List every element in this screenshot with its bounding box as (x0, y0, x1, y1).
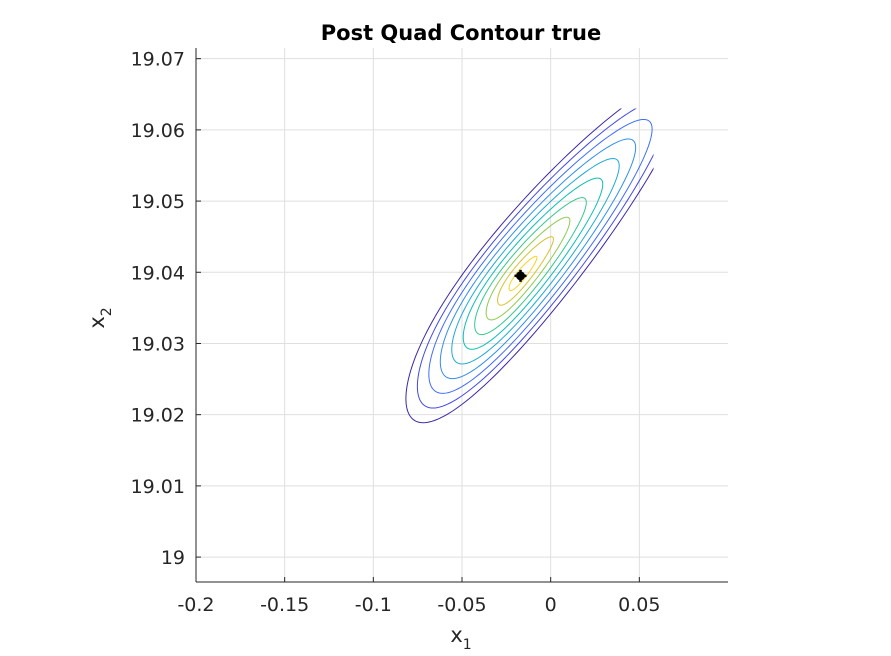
y-axis-label-sub: 2 (99, 307, 115, 316)
x-tick-label: -0.1 (355, 594, 392, 616)
x-axis-label-main: x (450, 623, 462, 647)
contour-line (416, 108, 654, 409)
contour-line (428, 118, 653, 394)
contour-line (474, 197, 587, 336)
y-axis-label-main: x (85, 316, 109, 328)
x-tick-label: 0.05 (618, 594, 660, 616)
y-tick-label: 19.06 (131, 120, 185, 142)
tick-labels: -0.2 -0.15 -0.1 -0.05 0 0.05 19 19.01 19.02 19.03… (131, 49, 661, 616)
contour-line (497, 236, 554, 306)
y-tick-label: 19.07 (131, 49, 185, 71)
chart-title: Post Quad Contour true (321, 21, 601, 45)
y-tick-label: 19.01 (131, 476, 185, 498)
y-tick-label: 19 (161, 547, 185, 569)
contour-line (439, 138, 637, 380)
x-axis-label-sub: 1 (463, 637, 472, 653)
contour-line (451, 158, 620, 365)
contour-lines (405, 108, 654, 424)
x-axis-label: x1 (450, 623, 471, 653)
axes (195, 48, 728, 583)
y-tick-label: 19.05 (131, 191, 185, 213)
grid (195, 48, 728, 582)
x-tick-label: 0 (545, 594, 557, 616)
x-tick-label: -0.2 (177, 594, 214, 616)
contour-line (485, 216, 571, 321)
optimum-marker-group (514, 269, 527, 282)
y-tick-label: 19.04 (131, 262, 185, 284)
x-tick-label: -0.05 (437, 594, 486, 616)
contour-line (508, 255, 538, 292)
contour-line (462, 177, 604, 350)
y-axis-label: x2 (85, 307, 115, 328)
y-tick-label: 19.02 (131, 405, 185, 427)
y-tick-label: 19.03 (131, 333, 185, 355)
contour-line (405, 108, 654, 424)
x-tick-label: -0.15 (260, 594, 309, 616)
